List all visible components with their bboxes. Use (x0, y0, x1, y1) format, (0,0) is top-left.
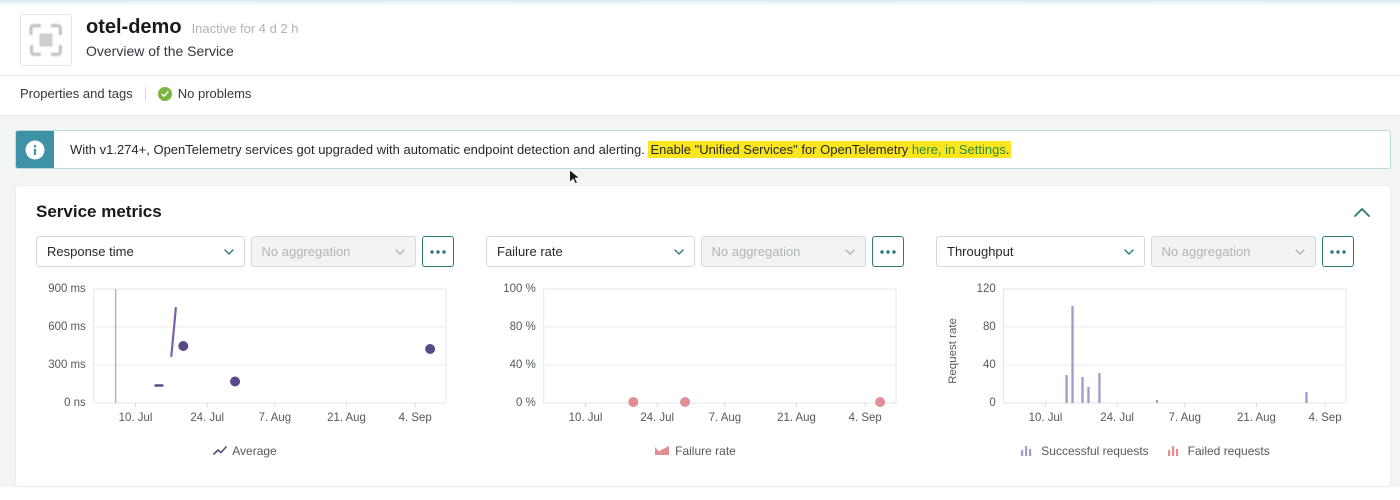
svg-text:10. Jul: 10. Jul (1029, 412, 1063, 424)
svg-text:7. Aug: 7. Aug (259, 412, 291, 424)
svg-text:4. Sep: 4. Sep (1309, 412, 1342, 424)
svg-text:120: 120 (977, 283, 996, 295)
svg-text:24. Jul: 24. Jul (640, 412, 674, 424)
svg-text:600 ms: 600 ms (48, 321, 86, 333)
svg-text:80 %: 80 % (510, 321, 536, 333)
svg-text:21. Aug: 21. Aug (777, 412, 816, 424)
svg-text:24. Jul: 24. Jul (1100, 412, 1134, 424)
svg-text:Request rate: Request rate (947, 318, 959, 384)
svg-text:7. Aug: 7. Aug (1169, 412, 1201, 424)
svg-text:40: 40 (983, 359, 996, 371)
svg-text:10. Jul: 10. Jul (119, 412, 153, 424)
svg-text:900 ms: 900 ms (48, 283, 86, 295)
svg-text:7. Aug: 7. Aug (709, 412, 741, 424)
svg-text:80: 80 (983, 321, 996, 333)
svg-text:21. Aug: 21. Aug (1237, 412, 1276, 424)
svg-text:0 ns: 0 ns (64, 397, 86, 409)
svg-text:4. Sep: 4. Sep (849, 412, 882, 424)
svg-text:24. Jul: 24. Jul (190, 412, 224, 424)
svg-text:100 %: 100 % (503, 283, 535, 295)
svg-text:0: 0 (989, 397, 995, 409)
svg-text:300 ms: 300 ms (48, 359, 86, 371)
svg-text:0 %: 0 % (516, 397, 536, 409)
svg-text:21. Aug: 21. Aug (327, 412, 366, 424)
svg-text:40 %: 40 % (510, 359, 536, 371)
svg-text:10. Jul: 10. Jul (569, 412, 603, 424)
svg-text:4. Sep: 4. Sep (399, 412, 432, 424)
